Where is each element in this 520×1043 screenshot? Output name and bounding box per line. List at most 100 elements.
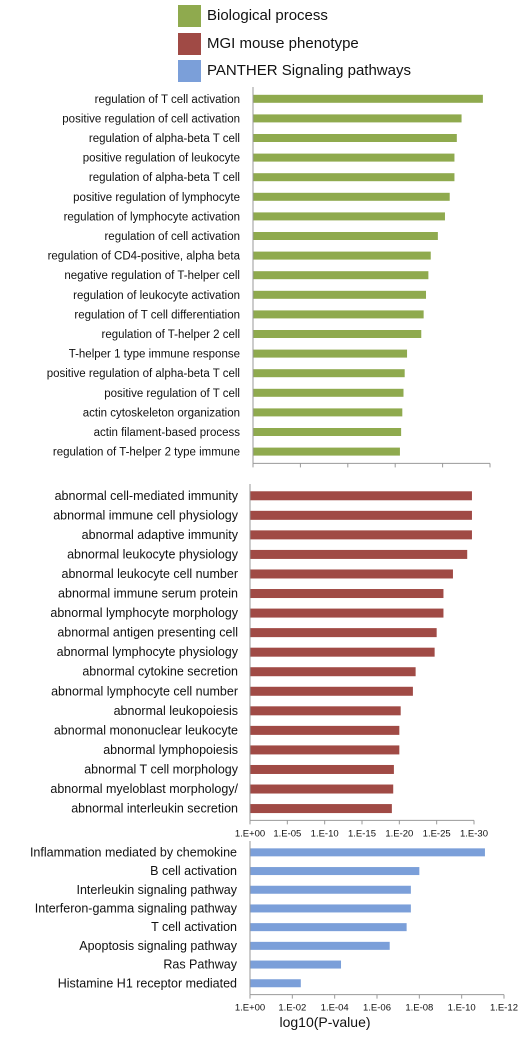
bar	[253, 447, 400, 456]
legend-label: MGI mouse phenotype	[207, 35, 359, 52]
legend: Biological process MGI mouse phenotype P…	[0, 0, 520, 90]
category-label: abnormal leukocyte physiology	[67, 547, 239, 561]
bar	[250, 706, 401, 716]
category-label: positive regulation of alpha-beta T cell	[47, 368, 240, 380]
category-label: abnormal mononuclear leukocyte	[54, 723, 238, 737]
category-label: actin cytoskeleton organization	[83, 407, 240, 419]
category-label: abnormal cytokine secretion	[82, 665, 238, 679]
category-label: abnormal lymphocyte cell number	[51, 684, 238, 698]
biological-process-chart: regulation of T cell activation positive …	[47, 87, 491, 468]
bar	[253, 408, 403, 417]
bar	[253, 388, 404, 397]
bar	[250, 867, 420, 876]
category-label: abnormal cell-mediated immunity	[55, 489, 239, 503]
legend-swatch	[178, 60, 201, 82]
category-label: abnormal immune serum protein	[58, 587, 238, 601]
category-label: regulation of lymphocyte activation	[64, 211, 240, 223]
x-tick-label: 1.E-10	[311, 828, 339, 839]
bar	[250, 628, 437, 638]
category-label: abnormal leukocyte cell number	[62, 567, 238, 581]
x-tick-label: 1.E-06	[363, 1003, 391, 1014]
x-tick-label: 1.E-30	[460, 828, 488, 839]
panther-signaling-chart: Inflammation mediated by chemokine B cell…	[30, 841, 518, 1014]
x-tick-label: 1.E-10	[448, 1003, 476, 1014]
category-label: positive regulation of lymphocyte	[73, 192, 240, 204]
category-label: regulation of T cell differentiation	[74, 309, 240, 321]
x-tick-label: 1.E-20	[385, 828, 413, 839]
bar	[253, 134, 457, 142]
category-label: positive regulation of leukocyte	[83, 153, 240, 165]
mgi-mouse-phenotype-chart: abnormal cell-mediated immunity abnormal …	[50, 484, 488, 839]
bar	[250, 979, 301, 988]
category-label: regulation of leukocyte activation	[73, 290, 240, 302]
bar	[250, 569, 453, 579]
bar	[250, 804, 392, 814]
category-label: Interleukin signaling pathway	[76, 883, 237, 897]
bar	[250, 764, 394, 774]
bar	[250, 491, 472, 501]
bar	[253, 251, 431, 260]
category-label: abnormal adaptive immunity	[82, 528, 239, 542]
x-tick-label: 1.E-08	[405, 1003, 433, 1014]
bar	[253, 349, 408, 358]
category-label: Inflammation mediated by chemokine	[30, 845, 237, 859]
bar	[250, 904, 411, 913]
category-label: actin filament-based process	[94, 427, 241, 439]
bar	[250, 960, 342, 969]
x-tick-label: 1.E+00	[235, 828, 265, 839]
category-label: regulation of T cell activation	[95, 94, 240, 106]
category-label: Ras Pathway	[163, 958, 237, 972]
x-tick-label: 1.E-15	[348, 828, 376, 839]
bar	[250, 885, 411, 894]
legend-swatch	[178, 33, 201, 55]
x-tick-label: 1.E-04	[321, 1003, 349, 1014]
x-axis-label: log10(P-value)	[279, 1014, 371, 1030]
bar	[253, 232, 438, 240]
category-label: regulation of alpha-beta T cell	[89, 172, 240, 184]
x-tick-label: 1.E+00	[235, 1003, 265, 1014]
category-label: Histamine H1 receptor mediated	[58, 976, 237, 990]
bar	[253, 330, 422, 338]
category-label: negative regulation of T-helper cell	[64, 270, 240, 282]
bar	[250, 589, 444, 599]
bar	[250, 510, 472, 520]
category-label: abnormal lymphocyte physiology	[57, 645, 239, 659]
bar	[253, 153, 455, 162]
bar	[250, 647, 435, 657]
category-label: regulation of T-helper 2 cell	[101, 329, 240, 341]
category-label: abnormal antigen presenting cell	[57, 626, 238, 640]
category-label: regulation of T-helper 2 type immune	[53, 447, 240, 459]
legend-label: Biological process	[207, 7, 328, 24]
category-label: abnormal leukopoiesis	[114, 704, 238, 718]
legend-label: PANTHER Signaling pathways	[207, 62, 411, 79]
bar	[253, 428, 402, 436]
category-label: positive regulation of cell activation	[62, 113, 240, 125]
bar	[250, 608, 444, 618]
bar	[253, 369, 405, 378]
category-label: T-helper 1 type immune response	[69, 349, 240, 361]
category-label: regulation of CD4-positive, alpha beta	[48, 251, 241, 263]
bar	[253, 212, 445, 221]
bar	[253, 310, 424, 319]
x-tick-label: 1.E-02	[278, 1003, 306, 1014]
category-label: abnormal immune cell physiology	[53, 508, 239, 522]
bar	[250, 941, 390, 950]
category-label: abnormal T cell morphology	[84, 762, 239, 776]
category-label: abnormal lymphocyte morphology	[50, 606, 238, 620]
category-label: positive regulation of T cell	[104, 388, 240, 400]
category-label: T cell activation	[151, 920, 237, 934]
x-tick-label: 1.E-12	[490, 1003, 518, 1014]
category-label: Apoptosis signaling pathway	[79, 939, 237, 953]
legend-swatch	[178, 5, 201, 27]
x-tick-label: 1.E-05	[273, 828, 301, 839]
bar	[253, 173, 455, 182]
bar	[250, 686, 413, 696]
category-label: regulation of cell activation	[104, 231, 240, 243]
bar	[253, 114, 462, 123]
bar	[250, 745, 400, 755]
bar	[250, 923, 407, 932]
bar	[250, 848, 485, 857]
bar	[253, 290, 427, 299]
bar	[250, 725, 400, 735]
category-label: abnormal interleukin secretion	[71, 802, 238, 816]
